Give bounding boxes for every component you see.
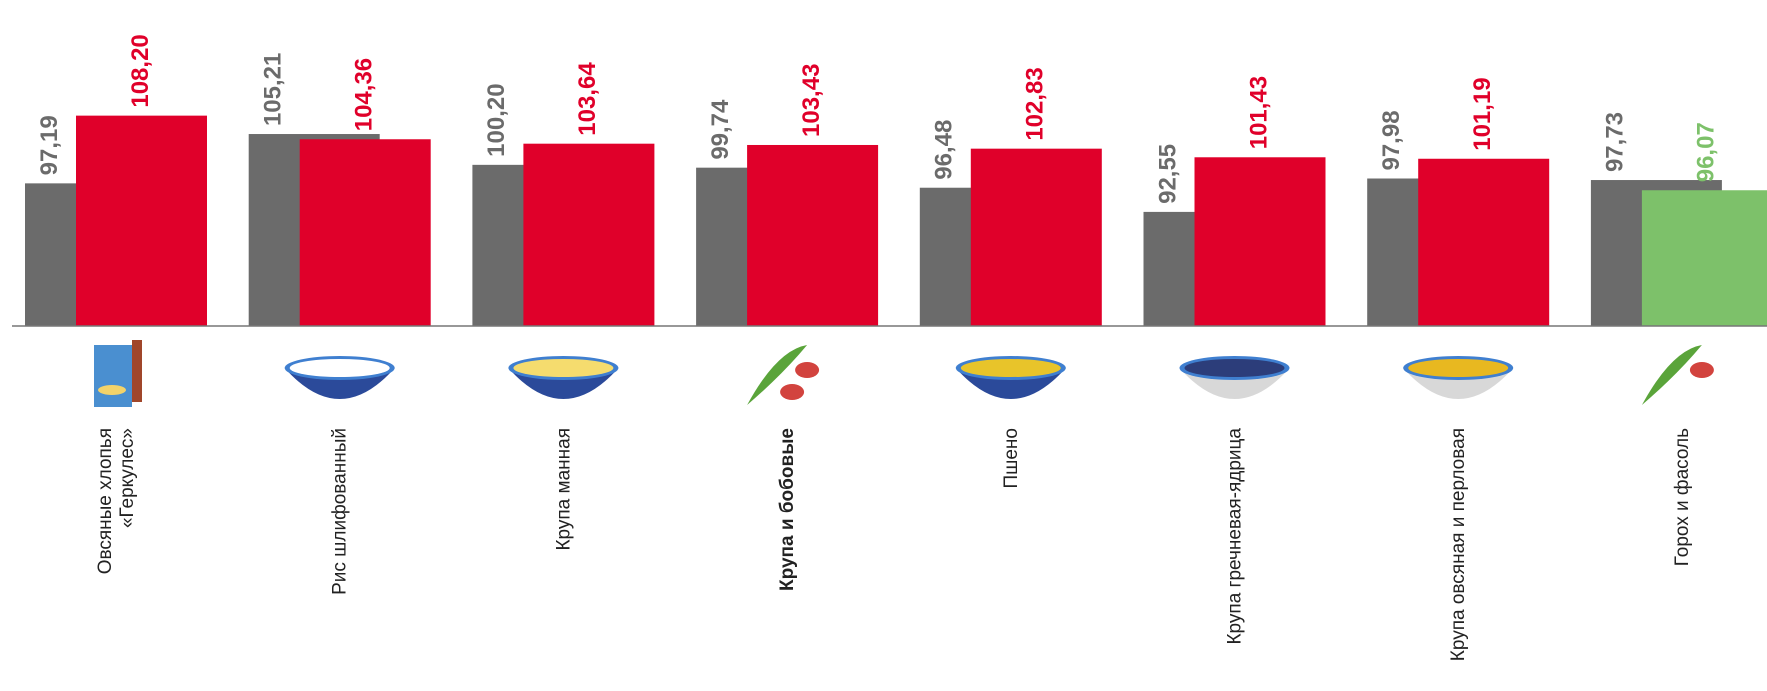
value-label: 97,19: [36, 115, 63, 175]
value-label: 102,83: [1022, 67, 1049, 140]
value-label: 103,43: [798, 64, 825, 137]
icon: [1185, 359, 1285, 377]
icon: [780, 384, 804, 400]
value-label: 96,48: [931, 120, 958, 180]
value-label: 105,21: [260, 53, 287, 126]
category-label: Горох и фасоль: [1672, 428, 1693, 566]
value-label: 97,98: [1378, 110, 1405, 170]
value-label: 100,20: [483, 83, 510, 156]
value-label: 97,73: [1602, 112, 1629, 172]
icon: [513, 359, 613, 377]
bar: [971, 149, 1102, 326]
icon: [132, 340, 142, 402]
icon: [98, 385, 126, 395]
bar: [523, 144, 654, 326]
category-label: Крупа и бобовые: [777, 428, 798, 591]
icon: [290, 359, 390, 377]
chart: 97,19 108,20 Овсяные хлопья«Геркулес» 105,2…: [0, 0, 1767, 691]
category-label: Овсяные хлопья«Геркулес»: [95, 428, 138, 574]
category-label: Пшено: [1001, 428, 1022, 489]
icon: [94, 345, 132, 407]
icon: [961, 359, 1061, 377]
bar: [1195, 157, 1326, 326]
value-label: 108,20: [127, 34, 154, 107]
bar: [1642, 190, 1767, 326]
value-label: 99,74: [707, 99, 734, 160]
icon: [795, 362, 819, 378]
value-label: 96,07: [1693, 122, 1720, 182]
value-label: 101,43: [1245, 76, 1272, 149]
bar: [300, 139, 431, 326]
category-label: Крупа гречневая-ядрица: [1225, 428, 1246, 645]
value-label: 103,64: [574, 62, 601, 136]
value-label: 101,19: [1469, 77, 1496, 150]
category-label: Рис шлифованный: [330, 428, 351, 595]
bar: [76, 116, 207, 326]
category-label: Крупа овсяная и перловая: [1448, 428, 1469, 661]
bar: [747, 145, 878, 326]
icon: [1408, 359, 1508, 377]
bar: [1418, 159, 1549, 326]
icon: [1690, 362, 1714, 378]
category-label: Крупа манная: [553, 428, 574, 551]
value-label: 104,36: [351, 58, 378, 131]
value-label: 92,55: [1154, 144, 1181, 204]
